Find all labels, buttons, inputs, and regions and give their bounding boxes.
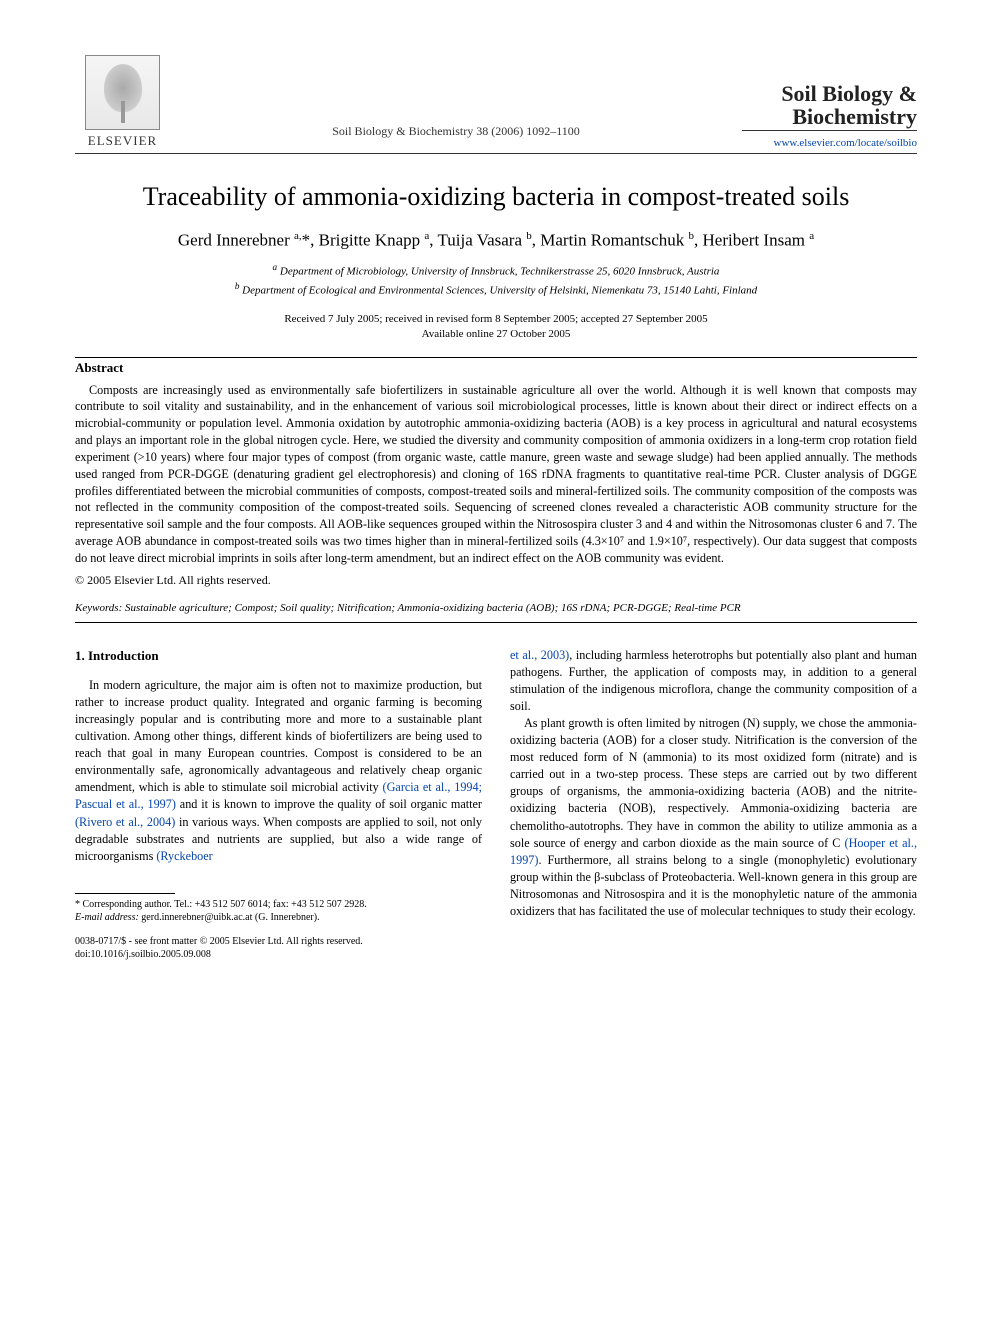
journal-url[interactable]: www.elsevier.com/locate/soilbio — [742, 137, 917, 149]
abstract-body: Composts are increasingly used as enviro… — [75, 382, 917, 567]
page-footer: 0038-0717/$ - see front matter © 2005 El… — [75, 935, 482, 961]
footnote-email-label: E-mail address: — [75, 912, 139, 923]
post-abstract-rule — [75, 622, 917, 623]
intro-para-1: In modern agriculture, the major aim is … — [75, 677, 482, 865]
intro-para-2: As plant growth is often limited by nitr… — [510, 715, 917, 920]
journal-name-line2: Biochemistry — [742, 105, 917, 128]
keywords-label: Keywords: — [75, 602, 122, 614]
journal-name-line1: Soil Biology & — [742, 82, 917, 105]
publisher-name: ELSEVIER — [88, 133, 157, 149]
affiliation-b: b Department of Ecological and Environme… — [75, 280, 917, 300]
intro-para-1-cont: et al., 2003), including harmless hetero… — [510, 647, 917, 715]
issn-line: 0038-0717/$ - see front matter © 2005 El… — [75, 935, 482, 948]
journal-block: Soil Biology & Biochemistry www.elsevier… — [742, 82, 917, 149]
abstract-copyright: © 2005 Elsevier Ltd. All rights reserved… — [75, 573, 917, 588]
abstract-text: Composts are increasingly used as enviro… — [75, 382, 917, 567]
keywords-line: Keywords: Sustainable agriculture; Compo… — [75, 602, 917, 614]
header-citation: Soil Biology & Biochemistry 38 (2006) 10… — [170, 124, 742, 149]
footnote-email: gerd.innerebner@uibk.ac.at (G. Innerebne… — [141, 912, 319, 923]
corresponding-author-footnote: * Corresponding author. Tel.: +43 512 50… — [75, 898, 482, 925]
footnote-contact: * Corresponding author. Tel.: +43 512 50… — [75, 898, 482, 912]
keywords-text: Sustainable agriculture; Compost; Soil q… — [125, 602, 741, 614]
doi-line: doi:10.1016/j.soilbio.2005.09.008 — [75, 948, 482, 961]
pre-abstract-rule — [75, 357, 917, 358]
section-1-heading: 1. Introduction — [75, 647, 482, 665]
journal-rule — [742, 130, 917, 131]
right-column: et al., 2003), including harmless hetero… — [510, 647, 917, 961]
publisher-logo-block: ELSEVIER — [75, 55, 170, 149]
footnote-separator — [75, 893, 175, 894]
authors-line: Gerd Innerebner a,*, Brigitte Knapp a, T… — [75, 230, 917, 251]
header-rule — [75, 153, 917, 154]
body-columns: 1. Introduction In modern agriculture, t… — [75, 647, 917, 961]
citation-ryckeboer-end[interactable]: et al., 2003) — [510, 648, 569, 662]
affiliations: a Department of Microbiology, University… — [75, 261, 917, 300]
abstract-heading: Abstract — [75, 360, 917, 376]
article-title: Traceability of ammonia-oxidizing bacter… — [75, 182, 917, 212]
citation-ryckeboer-start[interactable]: (Ryckeboer — [156, 849, 212, 863]
citation-rivero[interactable]: (Rivero et al., 2004) — [75, 815, 175, 829]
affiliation-a: a Department of Microbiology, University… — [75, 261, 917, 281]
left-column: 1. Introduction In modern agriculture, t… — [75, 647, 482, 961]
dates-online: Available online 27 October 2005 — [75, 327, 917, 342]
article-dates: Received 7 July 2005; received in revise… — [75, 312, 917, 343]
page-header: ELSEVIER Soil Biology & Biochemistry 38 … — [75, 55, 917, 149]
footnote-email-line: E-mail address: gerd.innerebner@uibk.ac.… — [75, 911, 482, 925]
dates-received: Received 7 July 2005; received in revise… — [75, 312, 917, 327]
elsevier-tree-icon — [85, 55, 160, 130]
